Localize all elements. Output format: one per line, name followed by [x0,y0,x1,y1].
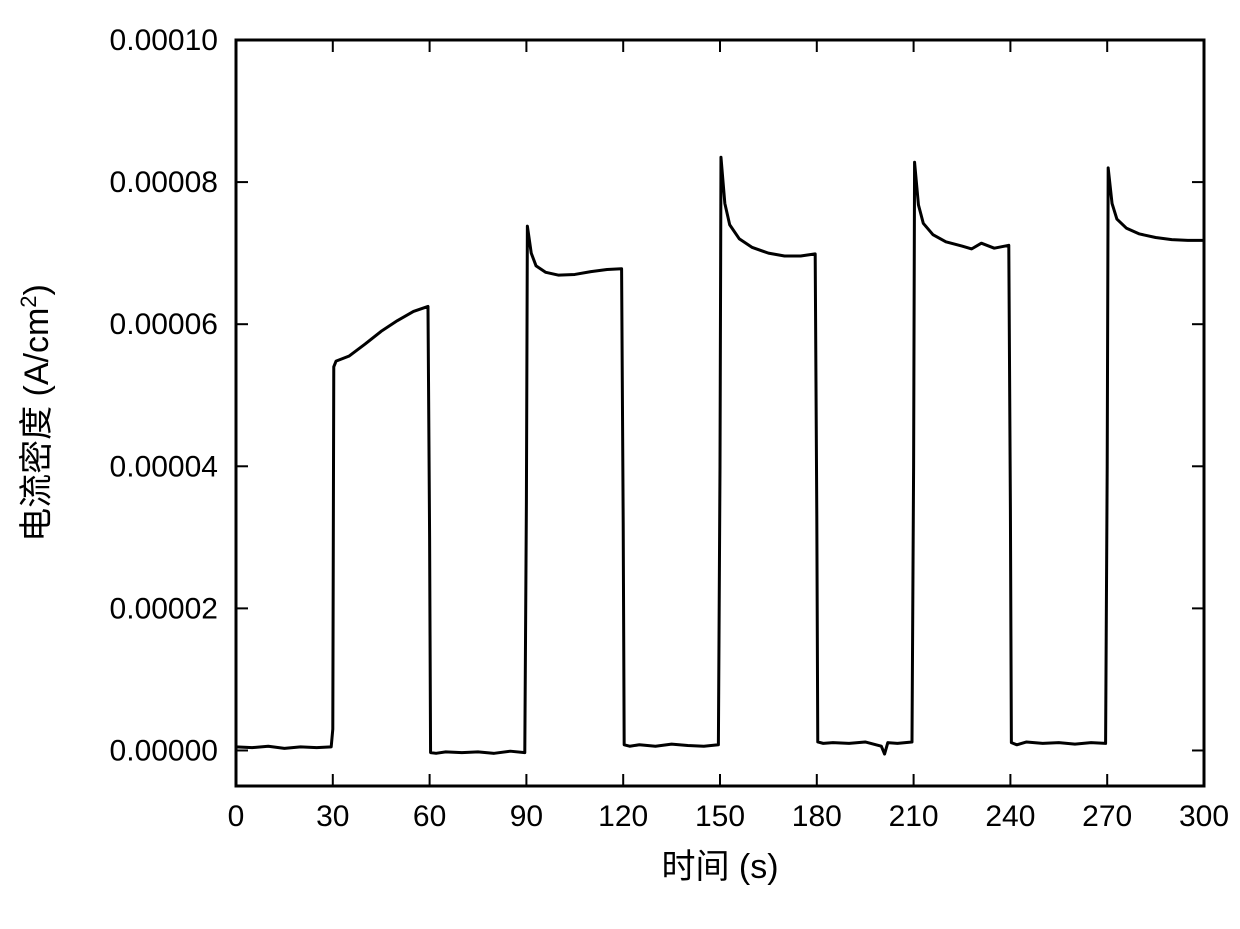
x-tick-label: 0 [228,800,245,833]
y-tick-label: 0.00000 [110,734,218,767]
line-chart: 0 30 60 90 120 150 180 210 240 270 300 0.00000 0.000… [0,0,1240,929]
chart-container: 0 30 60 90 120 150 180 210 240 270 300 0.00000 0.000… [0,0,1240,929]
x-tick-label: 210 [889,800,939,833]
y-tick-label: 0.00008 [110,166,218,199]
y-tick-label: 0.00010 [110,24,218,57]
x-axis-label: 时间 (s) [661,848,778,886]
y-tick-label: 0.00006 [110,308,218,341]
x-tick-label: 270 [1082,800,1132,833]
x-tick-label: 240 [985,800,1035,833]
y-tick-label: 0.00002 [110,592,218,625]
x-tick-label: 90 [510,800,543,833]
x-tick-label: 60 [413,800,446,833]
x-tick-label: 300 [1179,800,1229,833]
y-axis-label: 电流密度 (A/cm2) [16,284,57,542]
x-tick-label: 150 [695,800,745,833]
x-tick-label: 180 [792,800,842,833]
x-tick-label: 30 [316,800,349,833]
x-tick-label: 120 [598,800,648,833]
y-tick-label: 0.00004 [110,450,218,483]
